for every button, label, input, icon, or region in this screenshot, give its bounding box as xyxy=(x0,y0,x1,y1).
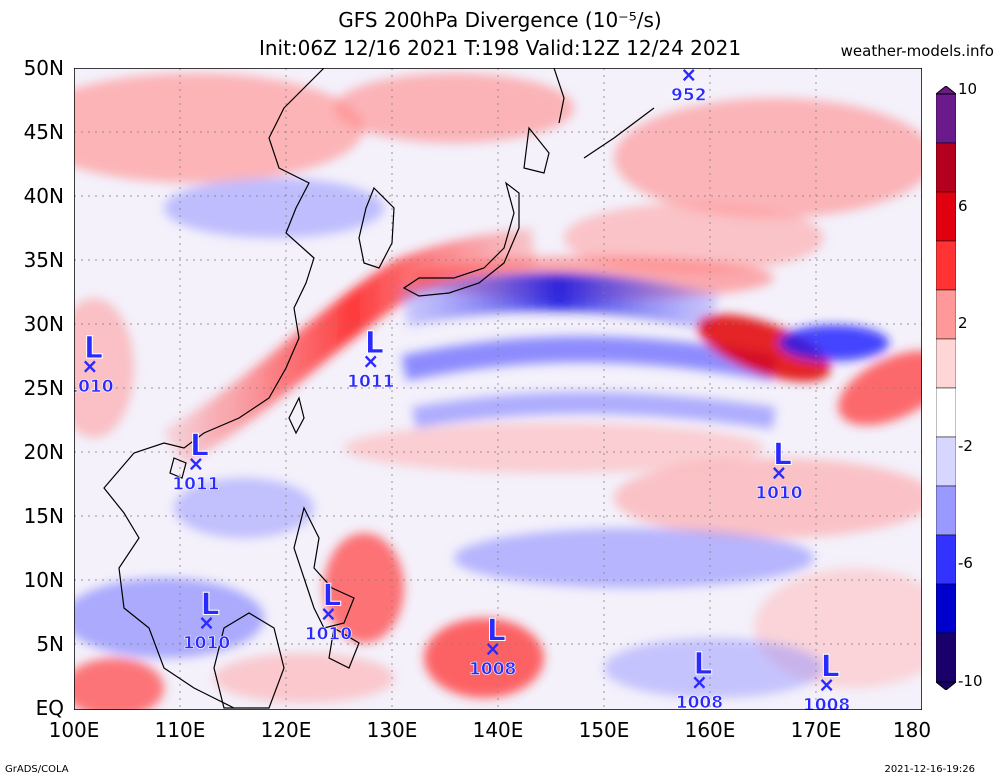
lat-tick: 45N xyxy=(23,120,64,144)
lon-tick: 120E xyxy=(260,718,312,742)
lat-tick: 25N xyxy=(23,376,64,400)
colorbar-cell xyxy=(936,240,956,291)
colorbar-label: -6 xyxy=(958,554,973,572)
footer-timestamp: 2021-12-16-19:26 xyxy=(884,764,975,775)
low-letter: L xyxy=(365,326,384,361)
footer-credit: GrADS/COLA xyxy=(5,764,69,775)
low-center-mark: × xyxy=(82,354,99,378)
lat-tick: 40N xyxy=(23,184,64,208)
low-letter: L xyxy=(821,649,840,684)
colorbar-cell xyxy=(936,142,956,193)
divergence-map: L×952L×1010L×1011L×1011L×1010L×1010L×101… xyxy=(74,68,922,710)
colorbar-cell xyxy=(936,436,956,487)
lon-tick: 170E xyxy=(790,718,842,742)
lat-tick: EQ xyxy=(35,696,64,720)
low-center-mark: × xyxy=(362,349,379,373)
low-marker: L×1008 xyxy=(675,646,723,710)
low-center-mark: × xyxy=(484,636,501,660)
colorbar-cell xyxy=(936,534,956,585)
lon-tick: 180 xyxy=(892,718,932,742)
low-pressure-value: 1008 xyxy=(803,695,850,710)
low-pressure-markers: L×952L×1010L×1011L×1011L×1010L×1010L×101… xyxy=(74,68,851,710)
site-label: weather-models.info xyxy=(840,42,994,60)
low-pressure-value: 1010 xyxy=(755,483,802,503)
colorbar-label: 2 xyxy=(958,314,968,332)
lon-tick: 160E xyxy=(684,718,736,742)
lat-tick: 50N xyxy=(23,56,64,80)
colorbar-cell xyxy=(936,583,956,634)
colorbar-cell xyxy=(936,289,956,340)
low-pressure-value: 1010 xyxy=(74,377,114,397)
chart-title: GFS 200hPa Divergence (10⁻⁵/s) xyxy=(338,8,662,32)
low-center-mark: × xyxy=(320,602,337,626)
low-letter: L xyxy=(322,579,341,614)
lon-tick: 110E xyxy=(154,718,206,742)
low-marker: L×1011 xyxy=(172,428,220,495)
low-letter: L xyxy=(683,68,702,74)
lon-tick: 150E xyxy=(578,718,630,742)
colorbar-label: 6 xyxy=(958,197,968,215)
lat-tick: 15N xyxy=(23,504,64,528)
lat-tick: 35N xyxy=(23,248,64,272)
chart-subtitle: Init:06Z 12/16 2021 T:198 Valid:12Z 12/2… xyxy=(258,36,742,60)
coastlines xyxy=(103,68,655,709)
colorbar-cell xyxy=(936,93,956,144)
lat-tick: 10N xyxy=(23,568,64,592)
low-marker: L×1010 xyxy=(74,330,114,397)
colorbar-cell xyxy=(936,191,956,242)
low-marker: L×1010 xyxy=(755,437,803,504)
colorbar-label: -10 xyxy=(958,672,983,690)
colorbar-cell xyxy=(936,485,956,536)
low-center-mark: × xyxy=(198,611,215,635)
low-marker: L×1010 xyxy=(183,587,231,654)
low-pressure-value: 1008 xyxy=(469,659,516,679)
lat-tick: 20N xyxy=(23,440,64,464)
colorbar-cell xyxy=(936,632,956,683)
low-pressure-value: 1010 xyxy=(305,625,352,645)
low-pressure-value: 1010 xyxy=(183,634,230,654)
colorbar-cell xyxy=(936,387,956,438)
colorbar-label: 10 xyxy=(958,80,978,98)
low-center-mark: × xyxy=(691,670,708,694)
low-letter: L xyxy=(773,437,792,472)
low-letter: L xyxy=(201,588,220,623)
lat-tick: 30N xyxy=(23,312,64,336)
low-pressure-value: 952 xyxy=(671,85,707,105)
lon-tick: 100E xyxy=(48,718,100,742)
low-letter: L xyxy=(84,331,103,366)
lon-tick: 130E xyxy=(366,718,418,742)
graticule xyxy=(74,68,922,710)
colorbar-cell xyxy=(936,338,956,389)
low-pressure-value: 1011 xyxy=(172,474,219,494)
low-marker: L×1011 xyxy=(347,325,395,392)
colorbar xyxy=(936,86,956,690)
low-marker: L×1008 xyxy=(469,613,517,680)
low-letter: L xyxy=(487,613,506,648)
colorbar-label: -2 xyxy=(958,437,973,455)
low-marker: L×1008 xyxy=(803,649,851,710)
low-letter: L xyxy=(190,428,209,463)
low-marker: L×1010 xyxy=(304,578,352,645)
low-center-mark: × xyxy=(818,672,835,696)
low-pressure-value: 1008 xyxy=(676,693,723,710)
low-center-mark: × xyxy=(680,68,697,86)
lon-tick: 140E xyxy=(472,718,524,742)
low-center-mark: × xyxy=(188,451,205,475)
low-letter: L xyxy=(693,647,712,682)
low-marker: L×952 xyxy=(671,68,707,106)
low-pressure-value: 1011 xyxy=(347,372,394,392)
low-center-mark: × xyxy=(771,460,788,484)
lat-tick: 5N xyxy=(36,632,64,656)
